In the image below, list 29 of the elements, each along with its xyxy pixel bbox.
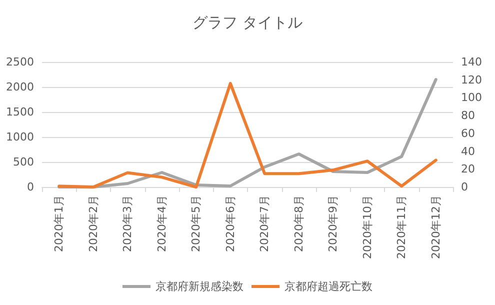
y-tick-label: 2500 [6,56,34,68]
x-tick-label: 2020年11月 [395,195,408,259]
y2-tick-label: 100 [461,91,482,104]
y2-tick-label: 140 [461,56,482,68]
y-tick-label: 2000 [6,80,34,94]
x-tick-label: 2020年8月 [292,195,306,252]
legend-label: 京都府新規感染数 [156,280,244,293]
y-tick-label: 1500 [6,106,34,118]
y-tick-label: 500 [13,156,34,168]
x-tick-label: 2020年12月 [429,195,442,259]
y2-tick-label: 120 [461,73,482,86]
x-tick-label: 2020年4月 [155,195,168,252]
y-tick-label: 1000 [6,130,34,144]
chart-title: グラフ タイトル [192,14,302,32]
y2-tick-label: 60 [461,126,475,140]
x-tick-label: 2020年6月 [224,195,237,252]
y2-tick-label: 40 [461,144,475,158]
x-tick-label: 2020年5月 [190,195,203,252]
legend-label: 京都府超過死亡数 [284,280,372,293]
y2-tick-label: 20 [461,162,475,176]
y2-tick-label: 0 [461,180,468,194]
x-tick-label: 2020年3月 [121,195,134,252]
y2-tick-label: 80 [461,109,475,122]
y-tick-label: 0 [27,180,34,194]
x-tick-label: 2020年2月 [86,195,100,252]
x-tick-label: 2020年1月 [52,195,66,252]
x-tick-label: 2020年7月 [258,195,272,252]
x-tick-label: 2020年9月 [326,195,340,252]
x-tick-label: 2020年10月 [360,195,374,259]
